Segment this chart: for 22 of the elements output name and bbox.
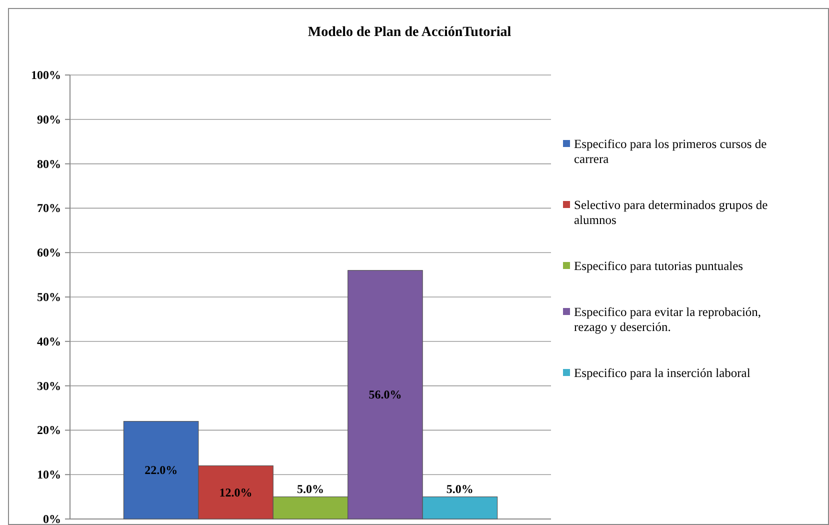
legend-label: Selectivo para determinados grupos de alumnos <box>574 198 768 227</box>
y-tick-label: 100% <box>31 68 61 82</box>
legend-label: Especifico para evitar la reprobación, rezago y deserción. <box>574 305 762 334</box>
legend-label: Especifico para tutorias puntuales <box>574 259 744 273</box>
data-label: 12.0% <box>219 485 252 500</box>
legend-label: Especifico para los primeros cursos de carrera <box>574 137 768 166</box>
y-tick-label: 0% <box>43 512 61 525</box>
y-tick-label: 70% <box>37 201 61 216</box>
y-tick-label: 50% <box>37 290 61 304</box>
data-label: 5.0% <box>446 482 474 496</box>
data-label: 22.0% <box>144 463 178 478</box>
y-tick-label: 20% <box>37 423 61 438</box>
legend-label: Especifico para la inserción laboral <box>574 366 751 380</box>
y-tick-label: 40% <box>37 334 61 348</box>
y-tick-label: 90% <box>37 112 61 126</box>
data-label: 5.0% <box>297 482 324 496</box>
y-tick-label: 30% <box>37 378 61 393</box>
chart-title: Modelo de Plan de AcciónTutorial <box>308 25 512 40</box>
y-tick-label: 60% <box>37 246 61 260</box>
y-tick-label: 10% <box>37 468 61 482</box>
y-tick-label: 80% <box>37 156 61 171</box>
data-label: 56.0% <box>368 388 402 402</box>
